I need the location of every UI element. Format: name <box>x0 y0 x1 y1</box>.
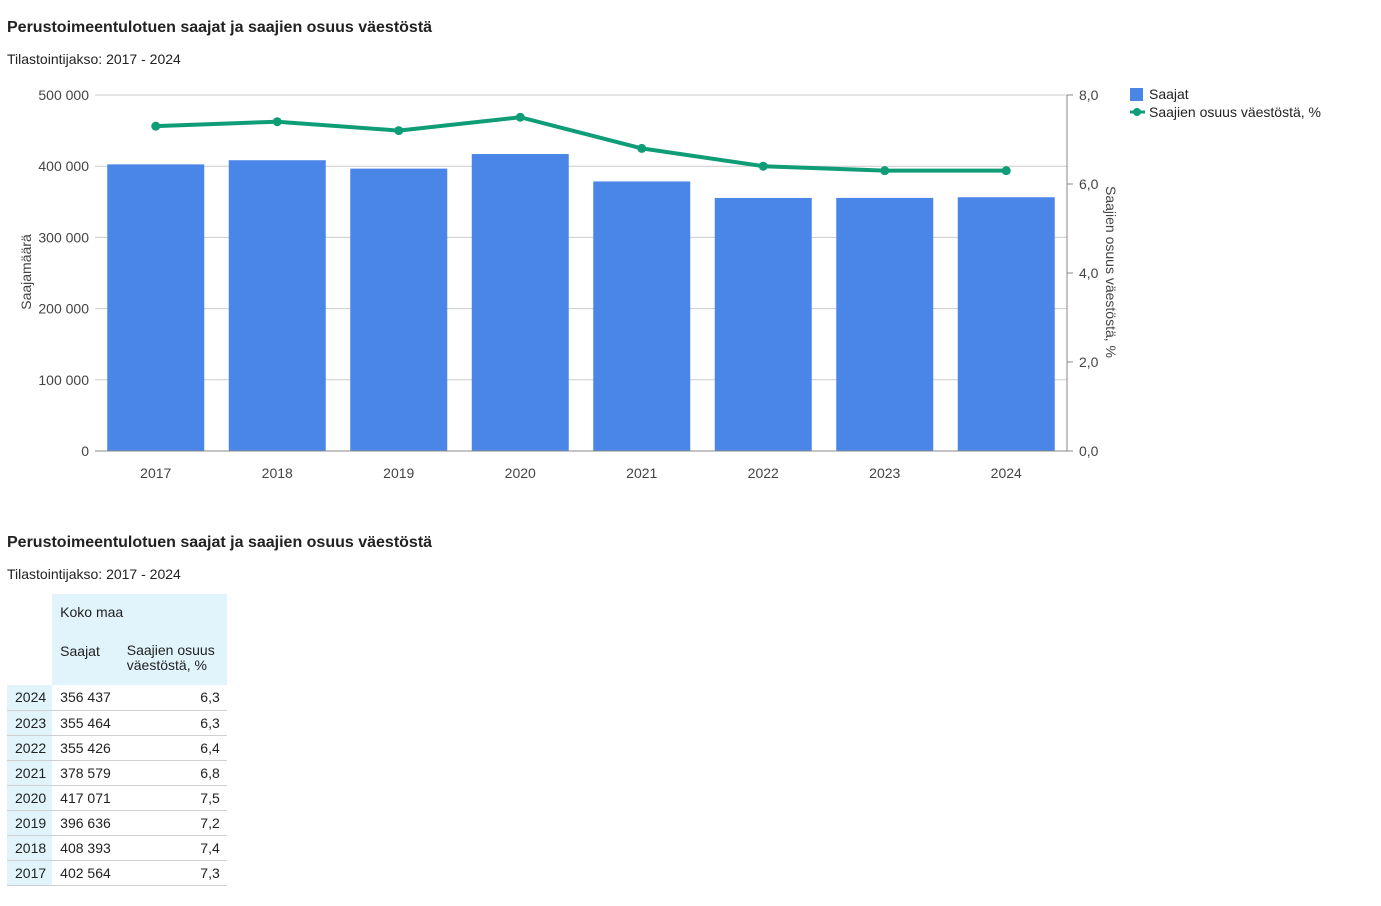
table-group-header: Koko maa <box>52 594 227 632</box>
legend-label-saajat: Saajat <box>1149 86 1189 102</box>
y-axis-title: Saajamäärä <box>18 234 34 310</box>
y-tick-label: 400 000 <box>38 158 89 174</box>
line-point <box>151 121 161 131</box>
data-table: Koko maa Saajat Saajien osuus väestöstä,… <box>7 594 227 886</box>
cell-saajat: 378 579 <box>52 760 119 786</box>
cell-osuus: 6,3 <box>118 685 227 711</box>
line-point <box>1001 166 1011 176</box>
y-tick-label: 500 000 <box>38 87 89 103</box>
x-tick-label: 2021 <box>626 465 657 481</box>
bar <box>836 197 934 451</box>
bar-series <box>107 154 1055 452</box>
chart-subtitle: Tilastointijakso: 2017 - 2024 <box>7 51 181 67</box>
x-tick-label: 2019 <box>383 465 414 481</box>
line-point <box>394 126 404 136</box>
table-row: 2021 378 579 6,8 <box>7 760 227 786</box>
table-body: 2024 356 437 6,3 2023 355 464 6,3 2022 355 426 6… <box>7 685 227 886</box>
bar <box>593 181 691 451</box>
x-tick-label: 2018 <box>262 465 293 481</box>
table-title: Perustoimeentulotuen saajat ja saajien o… <box>7 534 433 551</box>
line-path <box>155 115 1007 173</box>
cell-osuus: 7,3 <box>118 860 227 886</box>
table-row: 2019 396 636 7,2 <box>7 810 227 836</box>
y-tick-label: 300 000 <box>38 229 89 245</box>
row-year: 2018 <box>7 835 53 861</box>
y-tick-label: 200 000 <box>38 301 89 317</box>
cell-saajat: 355 426 <box>52 735 119 761</box>
row-year: 2019 <box>7 810 53 836</box>
row-year: 2020 <box>7 785 53 811</box>
y2-tick-label: 6,0 <box>1079 176 1099 192</box>
x-tick-label: 2022 <box>748 465 779 481</box>
line-point <box>880 166 890 176</box>
table-row: 2020 417 071 7,5 <box>7 785 227 811</box>
row-year: 2022 <box>7 735 53 761</box>
cell-saajat: 417 071 <box>52 785 119 811</box>
table-row: 2023 355 464 6,3 <box>7 710 227 736</box>
x-tick-label: 2023 <box>869 465 900 481</box>
table-row: 2022 355 426 6,4 <box>7 735 227 761</box>
table-row: 2017 402 564 7,3 <box>7 860 227 886</box>
col-header-saajat: Saajat <box>52 632 119 685</box>
line-series <box>151 112 1011 176</box>
y2-tick-label: 2,0 <box>1079 354 1099 370</box>
cell-saajat: 396 636 <box>52 810 119 836</box>
cell-osuus: 6,8 <box>118 760 227 786</box>
cell-osuus: 6,3 <box>118 710 227 736</box>
cell-saajat: 408 393 <box>52 835 119 861</box>
cell-osuus: 6,4 <box>118 735 227 761</box>
y-tick-label: 0 <box>81 443 89 459</box>
combo-chart: 0 100 000 200 000 300 000 400 000 500 000 0,0 2… <box>18 86 1321 481</box>
cell-osuus: 7,2 <box>118 810 227 836</box>
y2-tick-label: 8,0 <box>1079 87 1099 103</box>
bar <box>471 154 569 451</box>
col-header-osuus: Saajien osuus väestöstä, % <box>118 632 227 685</box>
y2-tick-label: 0,0 <box>1079 443 1099 459</box>
legend-marker-osuus <box>1133 108 1141 116</box>
bar <box>228 160 326 451</box>
row-year: 2024 <box>7 685 53 711</box>
y-tick-label: 100 000 <box>38 372 89 388</box>
bar <box>107 164 205 451</box>
x-tick-label: 2020 <box>505 465 536 481</box>
legend-swatch-saajat <box>1130 88 1143 101</box>
row-year: 2021 <box>7 760 53 786</box>
cell-osuus: 7,5 <box>118 785 227 811</box>
cell-osuus: 7,4 <box>118 835 227 861</box>
cell-saajat: 356 437 <box>52 685 119 711</box>
line-point <box>515 112 525 122</box>
y2-tick-label: 4,0 <box>1079 265 1099 281</box>
chart-title: Perustoimeentulotuen saajat ja saajien o… <box>7 19 433 36</box>
bar <box>957 197 1055 451</box>
table-subtitle: Tilastointijakso: 2017 - 2024 <box>7 566 181 582</box>
x-tick-label: 2017 <box>140 465 171 481</box>
cell-saajat: 355 464 <box>52 710 119 736</box>
y2-axis-title: Saajien osuus väestöstä, % <box>1103 186 1119 358</box>
line-point <box>758 161 768 171</box>
table-row: 2018 408 393 7,4 <box>7 835 227 861</box>
axes <box>95 94 1073 452</box>
row-year: 2023 <box>7 710 53 736</box>
cell-saajat: 402 564 <box>52 860 119 886</box>
table-corner <box>7 594 53 685</box>
row-year: 2017 <box>7 860 53 886</box>
x-tick-label: 2024 <box>991 465 1022 481</box>
bar <box>714 197 812 451</box>
legend: Saajat Saajien osuus väestöstä, % <box>1130 86 1321 120</box>
bar <box>350 168 448 452</box>
legend-label-osuus: Saajien osuus väestöstä, % <box>1149 104 1321 120</box>
line-point <box>272 117 282 127</box>
table-row: 2024 356 437 6,3 <box>7 685 227 711</box>
tick-labels: 0 100 000 200 000 300 000 400 000 500 000 0,0 2… <box>38 87 1098 481</box>
line-point <box>637 143 647 153</box>
